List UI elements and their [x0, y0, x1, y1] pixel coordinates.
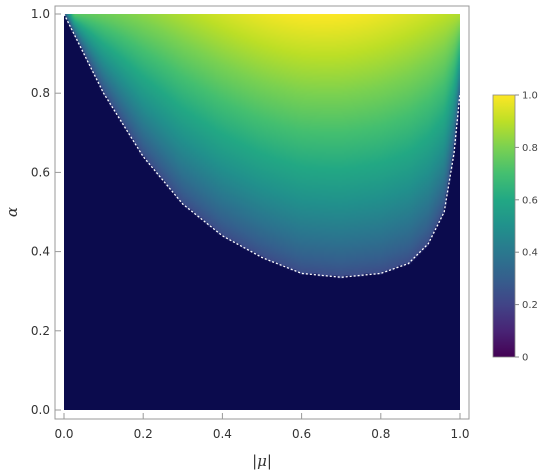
colorbar-tick-label: 0: [522, 353, 528, 364]
x-tick-label: 0.4: [213, 427, 232, 441]
y-tick-label: 0.4: [31, 245, 50, 259]
x-tick-label: 0.8: [371, 427, 390, 441]
colorbar-tick-label: 1.0: [522, 91, 538, 102]
boundary-curve: [63, 13, 461, 278]
plot-area: [54, 5, 470, 420]
colorbar: 0 0.2 0.4 0.6 0.8 1.0: [492, 91, 538, 364]
y-axis: 0.0 0.2 0.4 0.6 0.8 1.0: [31, 7, 61, 417]
colorbar-gradient: [492, 94, 516, 358]
colorbar-ticks: 0 0.2 0.4 0.6 0.8 1.0: [515, 91, 538, 364]
x-axis-label: |μ|: [252, 452, 272, 470]
y-tick-label: 0.2: [31, 324, 50, 338]
x-tick-label: 0.0: [54, 427, 73, 441]
heatmap-image: [64, 14, 460, 410]
colorbar-tick-label: 0.2: [522, 300, 538, 311]
x-tick-label: 0.6: [292, 427, 311, 441]
y-axis-label: α: [3, 207, 21, 217]
colorbar-tick-label: 0.4: [522, 248, 538, 259]
x-axis: 0.0 0.2 0.4 0.6 0.8 1.0: [54, 413, 470, 441]
colorbar-tick-label: 0.8: [522, 143, 538, 154]
plot-frame: [54, 5, 470, 420]
y-tick-label: 0.8: [31, 86, 50, 100]
colorbar-tick-label: 0.6: [522, 195, 538, 206]
y-tick-label: 0.0: [31, 403, 50, 417]
x-tick-label: 0.2: [134, 427, 153, 441]
y-tick-label: 1.0: [31, 7, 50, 21]
y-tick-label: 0.6: [31, 165, 50, 179]
x-tick-label: 1.0: [450, 427, 469, 441]
